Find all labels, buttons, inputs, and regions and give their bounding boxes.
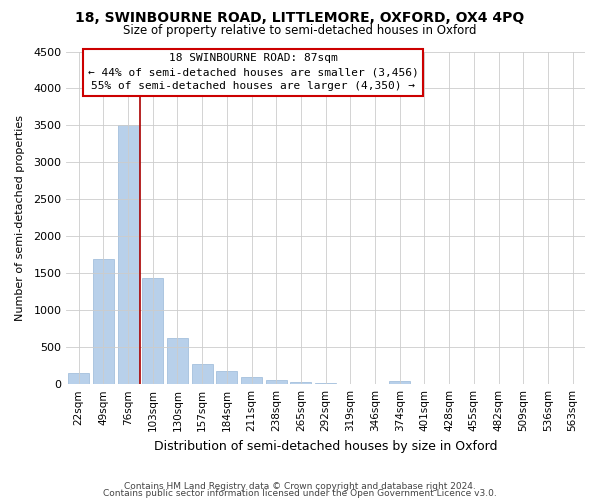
Bar bbox=[217, 371, 238, 384]
Bar bbox=[142, 278, 163, 384]
Text: Contains public sector information licensed under the Open Government Licence v3: Contains public sector information licen… bbox=[103, 489, 497, 498]
Y-axis label: Number of semi-detached properties: Number of semi-detached properties bbox=[15, 115, 25, 321]
Text: 18 SWINBOURNE ROAD: 87sqm
← 44% of semi-detached houses are smaller (3,456)
55% : 18 SWINBOURNE ROAD: 87sqm ← 44% of semi-… bbox=[88, 53, 418, 91]
Bar bbox=[241, 377, 262, 384]
X-axis label: Distribution of semi-detached houses by size in Oxford: Distribution of semi-detached houses by … bbox=[154, 440, 497, 452]
Text: Size of property relative to semi-detached houses in Oxford: Size of property relative to semi-detach… bbox=[123, 24, 477, 37]
Text: 18, SWINBOURNE ROAD, LITTLEMORE, OXFORD, OX4 4PQ: 18, SWINBOURNE ROAD, LITTLEMORE, OXFORD,… bbox=[76, 11, 524, 25]
Bar bbox=[167, 338, 188, 384]
Bar bbox=[290, 382, 311, 384]
Bar bbox=[118, 126, 139, 384]
Bar bbox=[389, 381, 410, 384]
Bar bbox=[68, 373, 89, 384]
Bar bbox=[93, 258, 114, 384]
Text: Contains HM Land Registry data © Crown copyright and database right 2024.: Contains HM Land Registry data © Crown c… bbox=[124, 482, 476, 491]
Bar bbox=[191, 364, 212, 384]
Bar bbox=[266, 380, 287, 384]
